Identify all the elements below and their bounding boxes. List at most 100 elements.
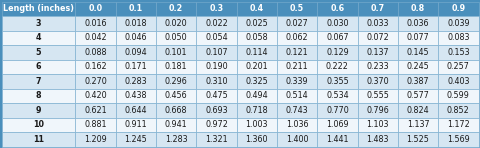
Bar — [398, 132, 438, 147]
Text: 0.494: 0.494 — [245, 91, 268, 100]
Text: 0.171: 0.171 — [125, 62, 147, 71]
Text: 6: 6 — [36, 62, 41, 71]
Bar — [75, 16, 116, 30]
Text: 0.7: 0.7 — [371, 4, 385, 13]
Bar — [398, 16, 438, 30]
Text: 0.101: 0.101 — [165, 48, 188, 57]
Bar — [237, 118, 277, 132]
Text: 0.403: 0.403 — [447, 77, 469, 86]
Text: 0.153: 0.153 — [447, 48, 469, 57]
Bar — [1, 118, 75, 132]
Text: 1.441: 1.441 — [326, 135, 348, 144]
Bar — [438, 59, 479, 74]
Bar — [156, 1, 196, 16]
Text: 0.094: 0.094 — [125, 48, 147, 57]
Text: 0.020: 0.020 — [165, 19, 188, 28]
Text: 0.296: 0.296 — [165, 77, 188, 86]
Text: 0.083: 0.083 — [447, 33, 469, 42]
Text: 0.211: 0.211 — [286, 62, 309, 71]
Text: 0.420: 0.420 — [84, 91, 107, 100]
Bar — [156, 89, 196, 103]
Text: 1.069: 1.069 — [326, 120, 349, 129]
Bar — [358, 16, 398, 30]
Bar — [1, 103, 75, 118]
Text: 0.042: 0.042 — [84, 33, 107, 42]
Text: 0.022: 0.022 — [205, 19, 228, 28]
Text: 0.039: 0.039 — [447, 19, 469, 28]
Bar — [75, 74, 116, 89]
Text: 0.025: 0.025 — [245, 19, 268, 28]
Bar — [398, 103, 438, 118]
Bar — [237, 103, 277, 118]
Text: 0.911: 0.911 — [125, 120, 147, 129]
Bar — [438, 89, 479, 103]
Bar — [317, 1, 358, 16]
Bar — [196, 1, 237, 16]
Text: 0.693: 0.693 — [205, 106, 228, 115]
Bar — [156, 30, 196, 45]
Bar — [277, 132, 317, 147]
Bar — [1, 30, 75, 45]
Bar — [196, 132, 237, 147]
Text: 0.046: 0.046 — [125, 33, 147, 42]
Bar — [277, 45, 317, 59]
Text: 0.456: 0.456 — [165, 91, 188, 100]
Text: 7: 7 — [36, 77, 41, 86]
Bar — [75, 103, 116, 118]
Text: 1.103: 1.103 — [367, 120, 389, 129]
Bar — [116, 118, 156, 132]
Bar — [438, 103, 479, 118]
Bar — [75, 45, 116, 59]
Bar — [116, 59, 156, 74]
Text: 0.310: 0.310 — [205, 77, 228, 86]
Text: 10: 10 — [33, 120, 44, 129]
Bar — [317, 132, 358, 147]
Text: 0.438: 0.438 — [125, 91, 147, 100]
Bar — [156, 59, 196, 74]
Text: 0.770: 0.770 — [326, 106, 349, 115]
Bar — [1, 16, 75, 30]
Text: 1.172: 1.172 — [447, 120, 470, 129]
Bar — [317, 118, 358, 132]
Bar — [237, 132, 277, 147]
Text: 0.972: 0.972 — [205, 120, 228, 129]
Text: 9: 9 — [36, 106, 41, 115]
Bar — [237, 45, 277, 59]
Text: 1.209: 1.209 — [84, 135, 107, 144]
Bar — [116, 45, 156, 59]
Text: 0.257: 0.257 — [447, 62, 470, 71]
Text: 0.9: 0.9 — [451, 4, 466, 13]
Text: 0.0: 0.0 — [88, 4, 103, 13]
Bar — [277, 59, 317, 74]
Text: 4: 4 — [36, 33, 41, 42]
Bar — [358, 74, 398, 89]
Text: 0.283: 0.283 — [125, 77, 147, 86]
Text: 0.114: 0.114 — [246, 48, 268, 57]
Text: 0.137: 0.137 — [366, 48, 389, 57]
Bar — [277, 103, 317, 118]
Bar — [116, 30, 156, 45]
Bar — [277, 118, 317, 132]
Text: 0.036: 0.036 — [407, 19, 429, 28]
Text: 0.062: 0.062 — [286, 33, 309, 42]
Bar — [438, 30, 479, 45]
Bar — [438, 118, 479, 132]
Text: 0.050: 0.050 — [165, 33, 188, 42]
Bar — [75, 132, 116, 147]
Bar — [317, 30, 358, 45]
Bar — [398, 59, 438, 74]
Text: 1.036: 1.036 — [286, 120, 308, 129]
Bar — [438, 45, 479, 59]
Bar — [196, 118, 237, 132]
Bar — [398, 30, 438, 45]
Text: 0.387: 0.387 — [407, 77, 429, 86]
Text: 1.245: 1.245 — [124, 135, 147, 144]
Bar — [398, 118, 438, 132]
Text: 0.054: 0.054 — [205, 33, 228, 42]
Text: 3: 3 — [36, 19, 41, 28]
Text: 0.2: 0.2 — [169, 4, 183, 13]
Bar — [438, 1, 479, 16]
Text: 0.027: 0.027 — [286, 19, 309, 28]
Bar — [75, 30, 116, 45]
Bar — [196, 16, 237, 30]
